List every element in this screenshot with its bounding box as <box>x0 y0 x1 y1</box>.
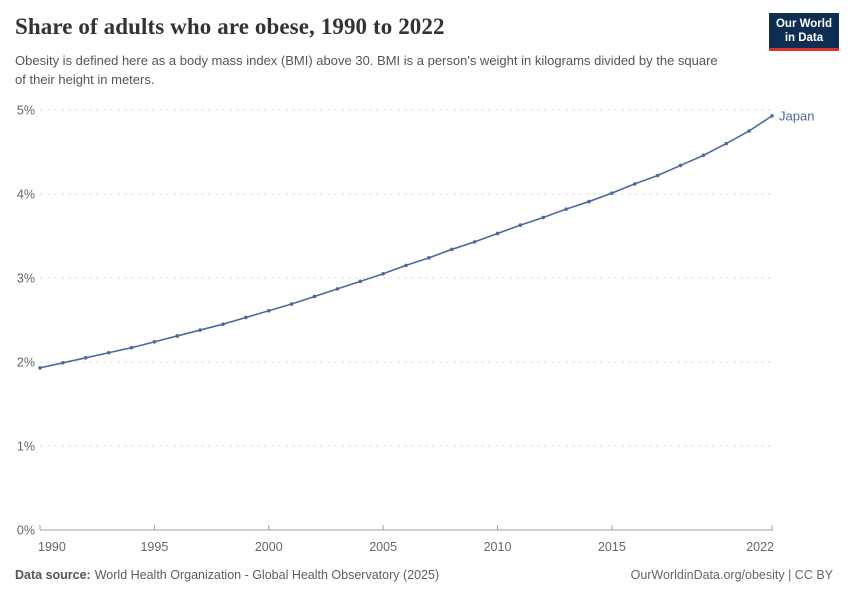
y-tick-label-1%: 1% <box>17 440 35 454</box>
owid-logo-line2: in Data <box>784 32 824 44</box>
data-point-japan-1993[interactable] <box>106 350 111 355</box>
x-tick-label-2010: 2010 <box>484 540 512 554</box>
data-point-japan-1996[interactable] <box>175 334 180 338</box>
data-source-value: World Health Organization - Global Healt… <box>94 568 440 582</box>
x-tick-label-1995: 1995 <box>140 540 168 554</box>
series-line-japan[interactable] <box>39 115 773 369</box>
x-tick-label-2015: 2015 <box>598 540 626 554</box>
data-point-japan-1992[interactable] <box>83 356 88 360</box>
series-label-japan[interactable]: Japan <box>779 108 814 123</box>
data-point-japan-2004[interactable] <box>358 279 363 284</box>
data-point-japan-2010[interactable] <box>495 231 500 236</box>
y-tick-label-4%: 4% <box>17 188 35 202</box>
data-point-japan-2017[interactable] <box>655 173 660 178</box>
data-point-japan-2020[interactable] <box>724 141 729 146</box>
x-tick-label-2022: 2022 <box>746 540 774 554</box>
y-tick-label-5%: 5% <box>17 104 35 118</box>
data-point-japan-1998[interactable] <box>221 322 225 327</box>
footer-citation-link[interactable]: OurWorldinData.org/obesity | CC BY <box>630 568 833 582</box>
y-tick-label-0%: 0% <box>17 524 35 538</box>
data-point-japan-2006[interactable] <box>404 263 408 268</box>
data-point-japan-1991[interactable] <box>61 361 65 365</box>
x-tick-label-1990: 1990 <box>38 540 66 554</box>
data-point-japan-2015[interactable] <box>610 191 614 195</box>
data-point-japan-1990[interactable] <box>38 366 42 370</box>
data-point-japan-2019[interactable] <box>701 153 706 158</box>
data-point-japan-2000[interactable] <box>266 308 271 313</box>
data-point-japan-2001[interactable] <box>289 302 294 306</box>
data-point-japan-2009[interactable] <box>472 240 477 244</box>
data-point-japan-1995[interactable] <box>152 340 157 344</box>
data-point-japan-2013[interactable] <box>564 207 568 211</box>
data-point-japan-1999[interactable] <box>244 315 248 320</box>
owid-logo-line1: Our World <box>775 18 832 30</box>
y-tick-label-3%: 3% <box>17 272 35 286</box>
x-tick-label-2005: 2005 <box>369 540 397 554</box>
data-point-japan-2003[interactable] <box>335 287 340 291</box>
data-point-japan-2021[interactable] <box>747 129 751 133</box>
data-point-japan-2007[interactable] <box>427 256 431 260</box>
data-source: Data source: World Health Organization - … <box>15 568 439 582</box>
data-point-japan-1997[interactable] <box>198 328 202 332</box>
page-title: Share of adults who are obese, 1990 to 2… <box>15 14 445 39</box>
data-point-japan-2011[interactable] <box>518 223 523 227</box>
data-point-japan-2012[interactable] <box>541 215 546 220</box>
data-point-japan-2016[interactable] <box>632 182 637 186</box>
data-point-japan-1994[interactable] <box>129 345 134 350</box>
data-point-japan-2022[interactable] <box>770 114 774 118</box>
chart-subtitle: Obesity is defined here as a body mass i… <box>15 53 718 87</box>
data-point-japan-2002[interactable] <box>312 294 317 299</box>
data-point-japan-2014[interactable] <box>587 199 591 204</box>
data-point-japan-2005[interactable] <box>381 272 385 276</box>
data-point-japan-2018[interactable] <box>678 163 683 168</box>
data-source-label: Data source: <box>15 568 91 582</box>
owid-logo[interactable]: Our World in Data <box>768 13 839 51</box>
x-tick-label-2000: 2000 <box>255 540 283 554</box>
data-point-japan-2008[interactable] <box>449 247 454 252</box>
y-tick-label-2%: 2% <box>17 356 35 370</box>
